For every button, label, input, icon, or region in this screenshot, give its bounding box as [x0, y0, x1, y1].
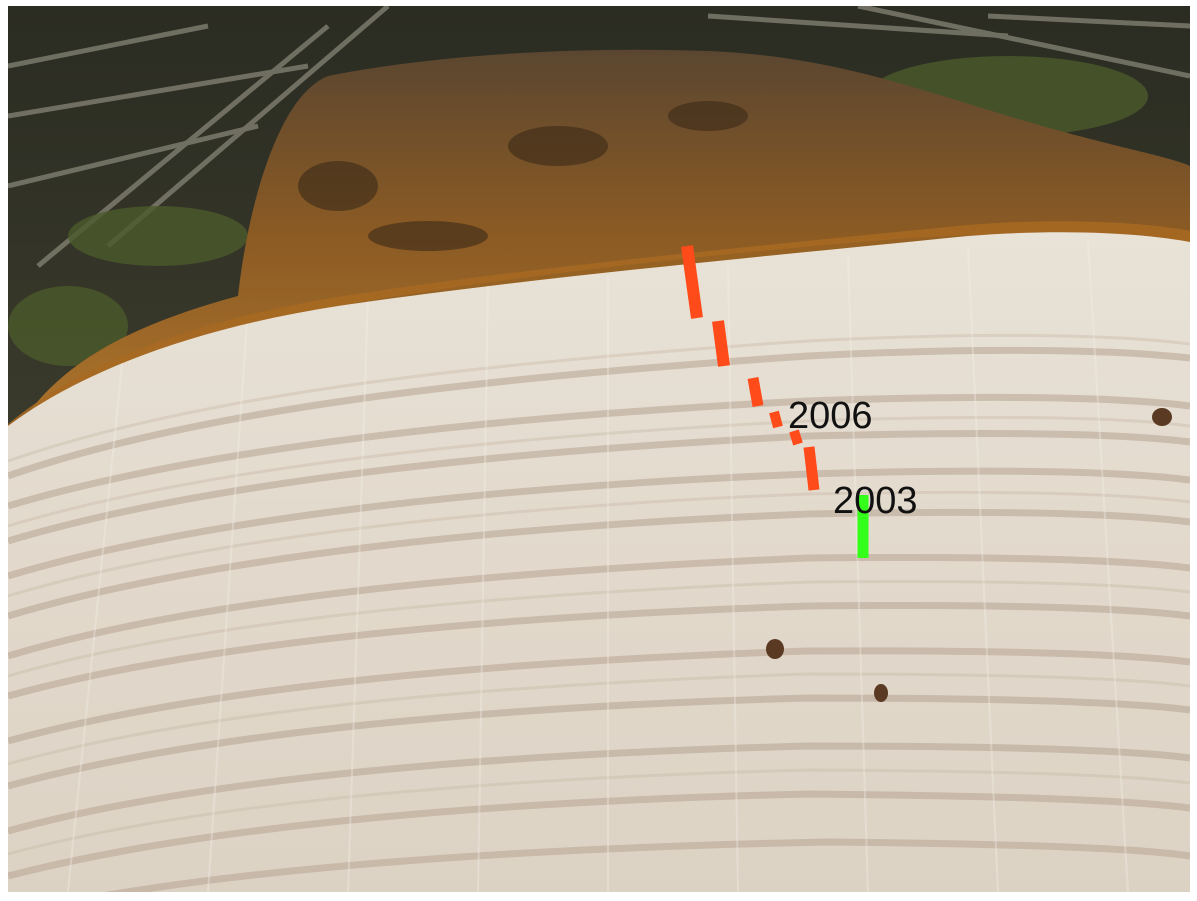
growth-rings: [8, 346, 1190, 892]
tree-stump-cross-section-photo: [8, 6, 1190, 892]
wood-cross-section: [8, 232, 1190, 892]
red-marker-segment-3: [747, 377, 764, 407]
fine-rings: [8, 333, 1190, 856]
bark-texture: [298, 101, 748, 251]
red-marker-segment-4: [769, 410, 783, 429]
red-marker-segment-1: [681, 245, 703, 319]
red-marker-segment-6: [803, 446, 820, 491]
ring-markers: [681, 245, 869, 558]
red-marker-segment-2: [712, 320, 730, 367]
year-label-2003: 2003: [833, 480, 918, 522]
red-marker-segment-5: [789, 429, 803, 446]
stump-illustration: [8, 6, 1190, 892]
year-label-2006: 2006: [788, 395, 873, 437]
wood-specks: [766, 408, 1172, 702]
medullary-rays: [67, 240, 1129, 892]
bark-layer: [8, 49, 1190, 446]
